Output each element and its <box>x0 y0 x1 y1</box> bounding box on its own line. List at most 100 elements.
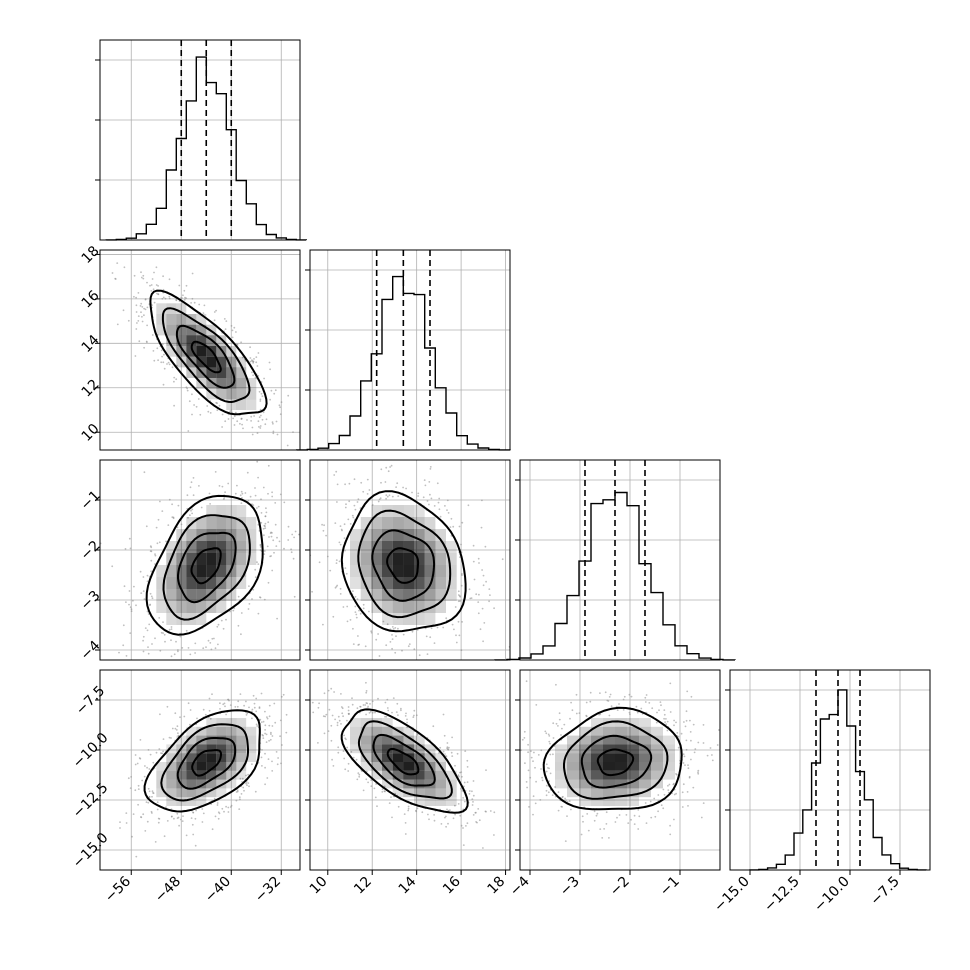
scatter-point <box>663 709 666 711</box>
density-cell <box>186 797 197 806</box>
scatter-point <box>364 704 367 706</box>
scatter-point <box>675 792 677 795</box>
scatter-point <box>608 837 610 839</box>
density-cell <box>360 565 372 577</box>
scatter-point <box>323 732 326 735</box>
scatter-point <box>463 785 465 788</box>
scatter-point <box>173 376 176 379</box>
density-cell <box>615 753 627 762</box>
density-cell <box>371 770 382 780</box>
scatter-point <box>189 723 191 726</box>
scatter-point <box>191 823 194 826</box>
density-cell <box>403 762 414 771</box>
scatter-point <box>232 609 235 612</box>
scatter-point <box>238 808 241 810</box>
scatter-point <box>365 690 368 692</box>
scatter-point <box>157 518 160 521</box>
scatter-point <box>357 498 360 501</box>
scatter-point <box>156 801 159 804</box>
density-cell <box>435 601 446 613</box>
scatter-point <box>251 708 254 711</box>
scatter-point <box>406 718 408 721</box>
scatter-point <box>446 509 448 511</box>
density-cell <box>424 553 436 565</box>
scatter-point <box>172 517 175 520</box>
scatter-point <box>265 733 268 736</box>
scatter-point <box>245 781 248 783</box>
scatter-point <box>343 734 345 737</box>
scatter-point <box>257 420 260 423</box>
x-tick-label-1-0: 10 <box>307 874 331 898</box>
scatter-point <box>146 281 148 284</box>
scatter-point <box>269 738 272 741</box>
density-cell <box>414 601 425 613</box>
scatter-point <box>282 693 285 696</box>
scatter-point <box>523 737 526 739</box>
scatter-point <box>557 725 559 727</box>
density-cell <box>392 744 404 754</box>
contour-3-0-1 <box>176 737 237 790</box>
scatter-point <box>272 430 275 433</box>
scatter-point <box>513 795 515 797</box>
scatter-point <box>438 752 440 754</box>
scatter-point <box>202 647 205 650</box>
density-cell <box>424 744 436 754</box>
scatter-point <box>482 574 485 577</box>
scatter-point <box>638 815 641 818</box>
scatter-point <box>304 515 306 517</box>
scatter-point <box>648 702 651 704</box>
scatter-point <box>160 631 163 634</box>
scatter-point <box>610 705 613 708</box>
density-cell <box>371 577 382 589</box>
scatter-point <box>246 419 248 421</box>
density-cell <box>206 589 217 601</box>
scatter-point <box>547 733 550 736</box>
scatter-point <box>477 557 480 560</box>
density-cell <box>236 553 247 565</box>
scatter-point <box>257 505 260 508</box>
scatter-point <box>341 529 343 532</box>
scatter-point <box>256 725 259 727</box>
contour-3-2-0 <box>596 748 635 777</box>
scatter-point <box>416 733 419 736</box>
scatter-point <box>260 498 262 501</box>
scatter-point <box>307 581 309 583</box>
scatter-point <box>386 623 389 626</box>
scatter-point <box>119 827 121 829</box>
scatter-point <box>340 693 342 695</box>
scatter-point <box>362 704 365 706</box>
scatter-point <box>268 715 271 718</box>
scatter-point <box>251 433 254 436</box>
x-tick-label-0-1: −48 <box>152 874 184 906</box>
scatter-point <box>585 701 588 704</box>
scatter-point <box>356 501 359 503</box>
scatter-point <box>263 377 265 380</box>
scatter-point <box>555 683 557 686</box>
scatter-point <box>667 789 670 791</box>
scatter-point <box>350 751 353 753</box>
scatter-point <box>153 301 156 304</box>
scatter-point <box>368 610 370 613</box>
scatter-point <box>241 492 244 495</box>
scatter-point <box>144 830 147 832</box>
scatter-point <box>246 784 248 787</box>
x-tick-label-1-2: 14 <box>396 873 420 897</box>
scatter-point <box>253 415 256 417</box>
scatter-point <box>339 525 342 527</box>
density-cell <box>591 788 603 798</box>
scatter-point <box>673 818 675 821</box>
contour-2-1-3 <box>340 490 467 633</box>
scatter-point <box>485 810 487 813</box>
scatter-point <box>687 764 689 766</box>
scatter-point <box>578 712 581 714</box>
scatter-point <box>125 822 128 824</box>
scatter-point <box>224 420 227 423</box>
scatter-point <box>252 362 255 364</box>
scatter-point <box>446 746 449 749</box>
scatter-point <box>268 739 270 742</box>
scatter-point <box>375 638 378 641</box>
density-cell <box>236 517 247 529</box>
scatter-point <box>527 743 529 746</box>
scatter-point <box>605 823 608 825</box>
density-cell <box>226 726 237 736</box>
